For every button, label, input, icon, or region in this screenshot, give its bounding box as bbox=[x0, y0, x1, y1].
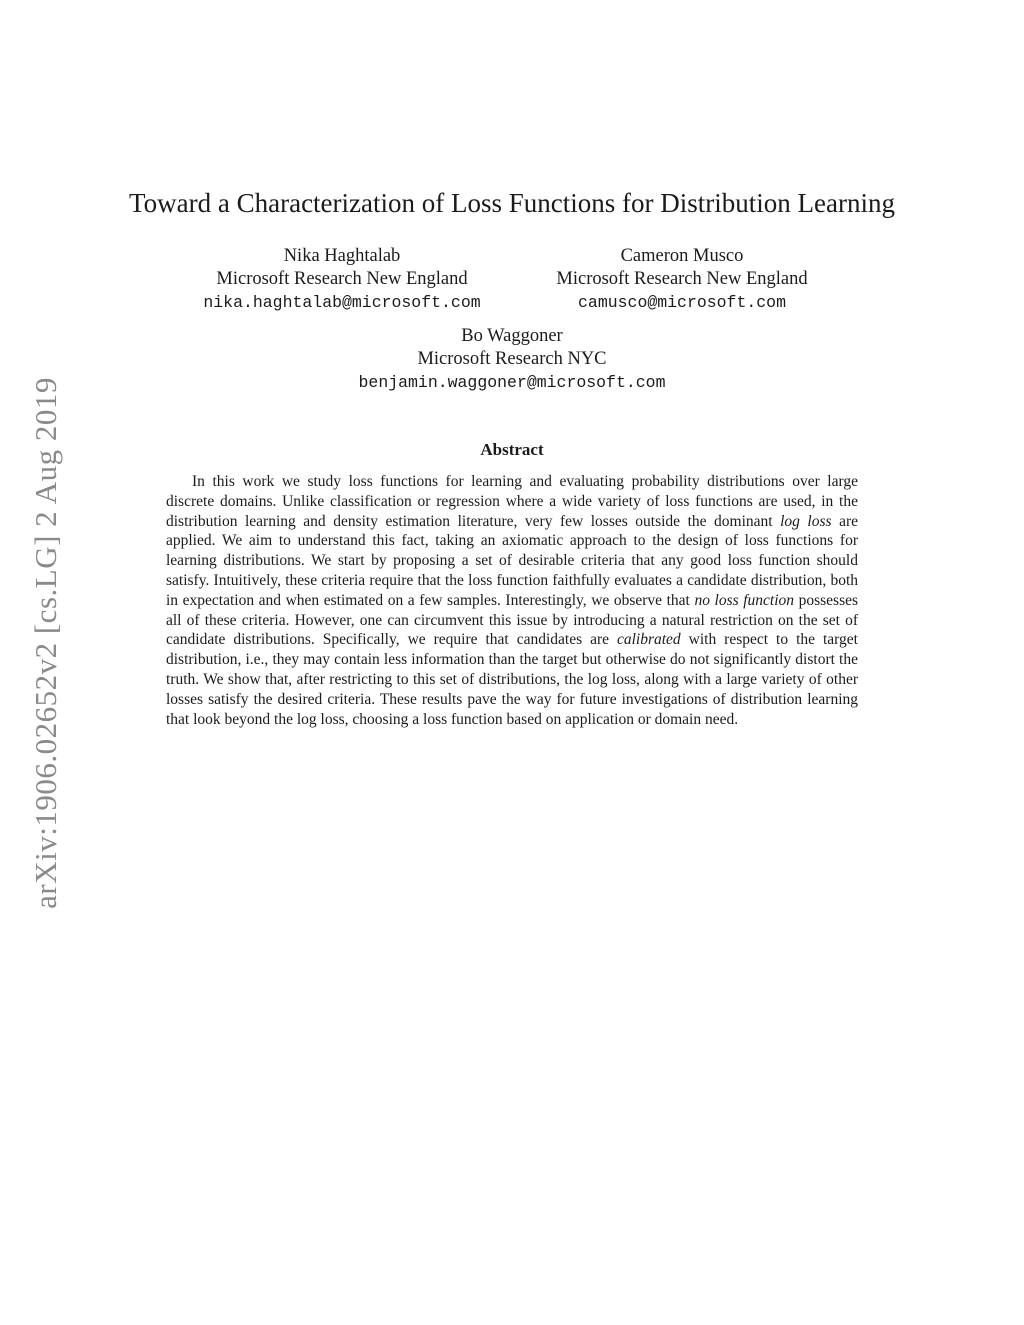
author-email: benjamin.waggoner@microsoft.com bbox=[358, 373, 666, 392]
abstract-segment-7: with respect to the target distribution,… bbox=[166, 631, 858, 728]
abstract-segment-1: In this work we study loss functions for… bbox=[166, 473, 858, 530]
arxiv-watermark: arXiv:1906.02652v2 [cs.LG] 2 Aug 2019 bbox=[28, 377, 63, 909]
author-block-2: Cameron Musco Microsoft Research New Eng… bbox=[537, 245, 827, 314]
abstract-segment-6-italic: calibrated bbox=[616, 631, 681, 649]
abstract-section: Abstract In this work we study loss func… bbox=[166, 440, 858, 729]
author-affiliation: Microsoft Research New England bbox=[216, 269, 468, 289]
abstract-segment-5: possesses all of these criteria. However… bbox=[166, 591, 859, 649]
abstract-segment-2-italic: log loss bbox=[780, 512, 832, 530]
author-name: Cameron Musco bbox=[620, 246, 744, 266]
paper-page: Toward a Characterization of Loss Functi… bbox=[0, 188, 1024, 729]
abstract-segment-3: are applied. We aim to understand this f… bbox=[166, 512, 859, 609]
author-email: nika.haghtalab@microsoft.com bbox=[203, 293, 481, 312]
author-block-3: Bo Waggoner Microsoft Research NYC benja… bbox=[0, 325, 1024, 394]
abstract-heading: Abstract bbox=[480, 440, 544, 459]
author-affiliation: Microsoft Research NYC bbox=[417, 349, 607, 369]
paper-title: Toward a Characterization of Loss Functi… bbox=[129, 188, 895, 218]
abstract-text: In this work we study loss functions for… bbox=[166, 472, 858, 729]
authors-row: Nika Haghtalab Microsoft Research New En… bbox=[0, 245, 1024, 314]
author-name: Nika Haghtalab bbox=[283, 246, 401, 266]
author-email: camusco@microsoft.com bbox=[578, 293, 786, 312]
abstract-segment-4-italic: no loss function bbox=[694, 591, 795, 609]
author-affiliation: Microsoft Research New England bbox=[556, 269, 808, 289]
author-name: Bo Waggoner bbox=[461, 326, 563, 346]
author-block-1: Nika Haghtalab Microsoft Research New En… bbox=[197, 245, 487, 314]
